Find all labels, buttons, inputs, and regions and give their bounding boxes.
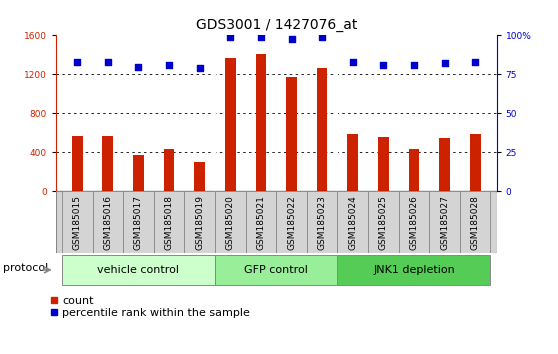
Point	[73, 59, 81, 65]
Text: GSM185018: GSM185018	[165, 195, 174, 250]
Point	[471, 59, 480, 65]
Bar	[72, 136, 83, 191]
Text: GSM185015: GSM185015	[73, 195, 81, 250]
FancyBboxPatch shape	[338, 255, 490, 285]
Point	[257, 34, 266, 40]
Point	[287, 36, 296, 41]
Point	[226, 34, 235, 40]
Bar	[286, 77, 297, 191]
FancyBboxPatch shape	[215, 255, 338, 285]
Text: GSM185024: GSM185024	[348, 195, 357, 250]
Point	[165, 62, 174, 68]
FancyBboxPatch shape	[56, 191, 497, 253]
Text: JNK1 depletion: JNK1 depletion	[373, 265, 455, 275]
FancyBboxPatch shape	[123, 191, 154, 253]
Point	[318, 34, 326, 40]
Bar	[163, 149, 175, 191]
Point	[195, 65, 204, 71]
FancyBboxPatch shape	[398, 191, 429, 253]
Point	[348, 59, 357, 65]
FancyBboxPatch shape	[154, 191, 184, 253]
Bar	[439, 138, 450, 191]
FancyBboxPatch shape	[62, 191, 93, 253]
FancyBboxPatch shape	[368, 191, 398, 253]
Point	[379, 62, 388, 68]
Bar	[133, 155, 144, 191]
FancyBboxPatch shape	[276, 191, 307, 253]
Bar	[194, 162, 205, 191]
Bar	[317, 68, 328, 191]
Bar	[378, 137, 389, 191]
FancyBboxPatch shape	[307, 191, 338, 253]
Text: GSM185020: GSM185020	[226, 195, 235, 250]
Point	[440, 61, 449, 66]
Text: GSM185028: GSM185028	[471, 195, 480, 250]
Text: GSM185017: GSM185017	[134, 195, 143, 250]
Point	[103, 59, 112, 65]
Bar	[408, 149, 419, 191]
Text: GSM185019: GSM185019	[195, 195, 204, 250]
FancyBboxPatch shape	[460, 191, 490, 253]
Text: GSM185021: GSM185021	[257, 195, 266, 250]
Bar	[225, 58, 235, 191]
Legend: count, percentile rank within the sample: count, percentile rank within the sample	[50, 296, 251, 318]
Bar	[470, 134, 480, 191]
Bar	[103, 136, 113, 191]
FancyBboxPatch shape	[93, 191, 123, 253]
FancyBboxPatch shape	[429, 191, 460, 253]
Text: vehicle control: vehicle control	[98, 265, 180, 275]
FancyBboxPatch shape	[215, 191, 246, 253]
Text: protocol: protocol	[3, 263, 48, 273]
FancyBboxPatch shape	[184, 191, 215, 253]
Text: GSM185025: GSM185025	[379, 195, 388, 250]
Bar	[256, 54, 266, 191]
Bar	[348, 134, 358, 191]
Point	[410, 62, 418, 68]
Text: GSM185016: GSM185016	[103, 195, 112, 250]
Text: GSM185026: GSM185026	[410, 195, 418, 250]
Title: GDS3001 / 1427076_at: GDS3001 / 1427076_at	[195, 18, 357, 32]
FancyBboxPatch shape	[246, 191, 276, 253]
FancyBboxPatch shape	[62, 255, 215, 285]
FancyBboxPatch shape	[338, 191, 368, 253]
Text: GSM185022: GSM185022	[287, 195, 296, 250]
Point	[134, 64, 143, 69]
Text: GSM185023: GSM185023	[318, 195, 326, 250]
Text: GFP control: GFP control	[244, 265, 308, 275]
Text: GSM185027: GSM185027	[440, 195, 449, 250]
